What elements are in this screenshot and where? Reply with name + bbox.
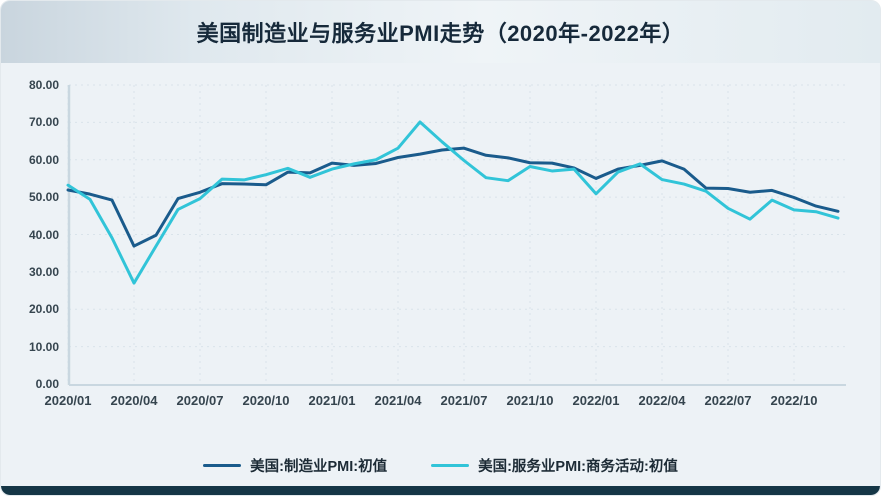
y-tick-label: 0.00 xyxy=(35,377,59,391)
x-tick-label: 2021/04 xyxy=(374,393,422,408)
bottom-accent-bar xyxy=(1,486,880,495)
legend-label-manufacturing: 美国:制造业PMI:初值 xyxy=(250,458,388,475)
manufacturing-line-swatch-icon xyxy=(203,463,242,467)
x-tick-label: 2022/07 xyxy=(704,393,752,408)
legend-item-manufacturing: 美国:制造业PMI:初值 xyxy=(203,455,387,476)
x-tick-label: 2021/10 xyxy=(506,393,554,408)
chart-title: 美国制造业与服务业PMI走势（2020年-2022年） xyxy=(196,21,685,46)
x-tick-label: 2020/01 xyxy=(44,393,92,408)
x-tick-label: 2022/10 xyxy=(770,393,818,408)
y-tick-label: 10.00 xyxy=(28,339,59,354)
services-line-swatch-icon xyxy=(431,463,470,467)
x-tick-label: 2020/07 xyxy=(176,393,224,408)
x-tick-label: 2022/01 xyxy=(572,393,620,408)
y-tick-label: 20.00 xyxy=(28,302,59,317)
legend-item-services: 美国:服务业PMI:商务活动:初值 xyxy=(431,455,678,476)
y-tick-label: 30.00 xyxy=(28,264,59,279)
x-tick-label: 2020/04 xyxy=(110,393,158,408)
chart-header: 美国制造业与服务业PMI走势（2020年-2022年） xyxy=(1,1,880,63)
y-tick-label: 70.00 xyxy=(28,115,59,130)
y-tick-label: 80.00 xyxy=(28,78,59,92)
y-tick-label: 60.00 xyxy=(28,152,59,167)
x-tick-label: 2021/01 xyxy=(308,393,356,408)
y-tick-label: 50.00 xyxy=(28,190,59,205)
x-tick-label: 2021/07 xyxy=(440,393,488,408)
chart-legend: 美国:制造业PMI:初值 美国:服务业PMI:商务活动:初值 xyxy=(1,453,880,477)
x-tick-label: 2020/10 xyxy=(242,393,290,408)
x-tick-label: 2022/04 xyxy=(638,393,686,408)
y-tick-label: 40.00 xyxy=(28,227,59,242)
legend-label-services: 美国:服务业PMI:商务活动:初值 xyxy=(478,458,678,475)
